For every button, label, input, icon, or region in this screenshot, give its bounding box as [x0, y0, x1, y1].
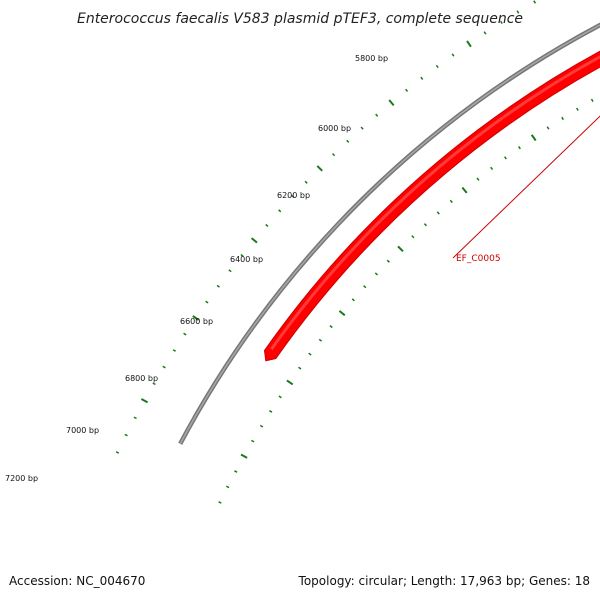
tick-mark [218, 501, 222, 504]
tick-mark [516, 10, 520, 14]
tick-label: 5800 bp [355, 54, 388, 63]
tick-mark [435, 64, 439, 69]
tick-mark [449, 199, 453, 204]
tick-mark [183, 332, 187, 336]
tick-label: 6800 bp [125, 374, 158, 383]
tick-labels: 5800 bp 6000 bp 6200 bp 6400 bp 6600 bp 6800 … [5, 54, 388, 483]
backbone-circle [178, 22, 600, 445]
tick-mark [346, 139, 350, 143]
tick-mark [251, 439, 255, 443]
tick-mark [291, 194, 295, 199]
tick-mark [226, 485, 230, 489]
tick-mark [205, 300, 209, 304]
tick-mark [278, 209, 282, 213]
tick-label: 6600 bp [180, 317, 213, 326]
tick-mark [278, 395, 282, 399]
tick-mark [420, 76, 424, 80]
tick-mark [162, 365, 166, 369]
tick-mark [318, 338, 323, 342]
tick-mark [386, 259, 390, 263]
tick-mark [411, 235, 415, 239]
tick-marks [115, 0, 594, 504]
tick-mark [405, 88, 409, 92]
tick-mark [461, 186, 468, 194]
tick-mark [240, 453, 248, 459]
tick-mark [546, 126, 550, 130]
tick-mark [466, 40, 472, 48]
gene-label: EF_C0005 [456, 254, 501, 264]
tick-mark [140, 398, 149, 404]
tick-mark [329, 325, 333, 329]
tick-mark [360, 126, 364, 130]
topology-summary: Topology: circular; Length: 17,963 bp; G… [298, 574, 590, 588]
tick-mark [124, 433, 128, 437]
tick-mark [397, 245, 404, 253]
gene-track: EF_C0005 [263, 50, 600, 362]
tick-mark [476, 177, 480, 181]
tick-mark [530, 134, 537, 142]
tick-mark [575, 107, 579, 111]
tick-mark [483, 31, 487, 35]
tick-mark [338, 310, 346, 317]
gene-highlight [270, 55, 600, 350]
tick-mark [133, 416, 137, 420]
tick-label: 7200 bp [5, 474, 38, 483]
tick-mark [269, 409, 273, 413]
tick-label: 7000 bp [66, 426, 99, 435]
tick-mark [216, 284, 220, 288]
tick-mark [172, 349, 177, 352]
tick-mark [388, 99, 395, 107]
tick-label: 6400 bp [230, 255, 263, 264]
tick-mark [561, 116, 565, 121]
accession-label: Accession: NC_004670 [9, 574, 146, 588]
tick-mark [363, 285, 367, 289]
tick-label: 6000 bp [318, 124, 351, 133]
tick-mark [308, 352, 312, 356]
gene-ef-c0005 [263, 50, 600, 362]
tick-mark [259, 424, 264, 428]
tick-mark [298, 366, 302, 370]
tick-mark [590, 98, 594, 102]
tick-mark [517, 145, 521, 150]
map-title: Enterococcus faecalis V583 plasmid pTEF3… [77, 11, 523, 27]
tick-mark [304, 180, 308, 184]
tick-mark [228, 269, 232, 273]
tick-mark [265, 223, 269, 227]
tick-mark [234, 470, 238, 473]
gene-label-leader [452, 115, 600, 259]
tick-mark [240, 253, 244, 257]
tick-mark [503, 156, 507, 160]
tick-mark [316, 165, 323, 172]
tick-label: 6200 bp [277, 191, 310, 200]
tick-mark [192, 315, 200, 321]
tick-mark [375, 113, 379, 117]
tick-mark [286, 379, 294, 386]
tick-mark [115, 451, 120, 454]
tick-mark [250, 237, 258, 244]
tick-mark [374, 272, 379, 276]
tick-mark [533, 0, 537, 4]
tick-mark [451, 53, 455, 57]
tick-mark [436, 211, 440, 215]
tick-mark [351, 298, 355, 302]
backbone-highlight [179, 24, 600, 445]
tick-mark [490, 166, 494, 171]
tick-mark [332, 153, 336, 157]
tick-mark [152, 382, 156, 386]
tick-mark [423, 223, 428, 227]
tick-mark [499, 20, 503, 25]
